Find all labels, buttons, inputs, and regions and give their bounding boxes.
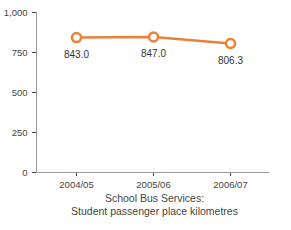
- svg-text:2006/07: 2006/07: [213, 179, 247, 190]
- svg-text:250: 250: [12, 127, 28, 138]
- svg-text:847.0: 847.0: [141, 48, 166, 59]
- html-text:School Bus Services:: School Bus Services:: [104, 192, 205, 204]
- html-text:Student passenger place kilome: Student passenger place kilometres: [71, 205, 238, 217]
- svg-text:2005/06: 2005/06: [136, 179, 170, 190]
- svg-text:750: 750: [12, 47, 28, 58]
- svg-text:806.3: 806.3: [218, 55, 243, 66]
- svg-text:0: 0: [22, 167, 27, 178]
- svg-text:1,000: 1,000: [4, 7, 28, 18]
- svg-text:2004/05: 2004/05: [59, 179, 93, 190]
- svg-text:843.0: 843.0: [64, 49, 89, 60]
- svg-text:500: 500: [12, 87, 28, 98]
